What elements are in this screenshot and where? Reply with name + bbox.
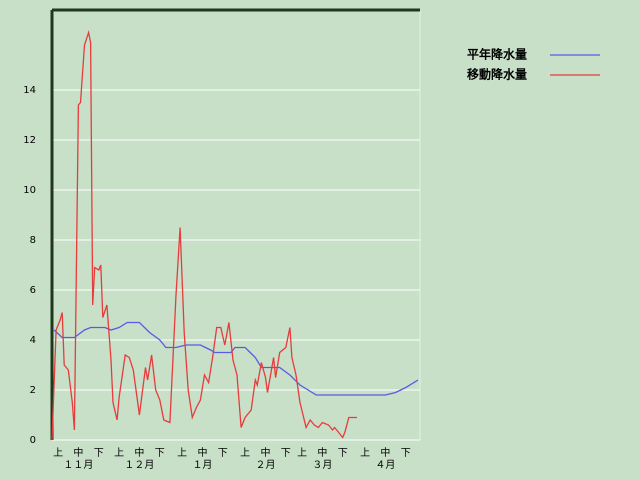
y-tick-label: 6 <box>30 285 36 296</box>
month-label: ４月 <box>375 459 395 471</box>
x-tick-label: 上 <box>53 447 63 459</box>
x-tick-label: 中 <box>197 446 207 459</box>
x-tick-label: 下 <box>281 448 291 459</box>
x-tick-label: 中 <box>317 446 327 459</box>
x-tick-label: 上 <box>360 447 370 459</box>
x-tick-label: 上 <box>177 447 187 459</box>
y-tick-label: 2 <box>30 385 36 396</box>
month-label: １２月 <box>124 459 154 471</box>
series-line <box>53 321 419 396</box>
y-tick-label: 8 <box>30 235 36 246</box>
x-tick-label: 下 <box>401 448 411 459</box>
y-tick-label: 10 <box>23 185 36 196</box>
month-label: １月 <box>192 459 212 471</box>
x-tick-label: 上 <box>240 447 250 459</box>
x-tick-label: 中 <box>260 446 270 459</box>
x-tick-label: 下 <box>155 448 165 459</box>
x-tick-label: 下 <box>94 448 104 459</box>
x-tick-label: 中 <box>380 446 390 459</box>
legend-label: 平年降水量 <box>467 47 527 62</box>
x-tick-label: 下 <box>218 448 228 459</box>
month-label: ３月 <box>312 459 332 471</box>
x-tick-label: 下 <box>338 448 348 459</box>
x-tick-label: 中 <box>134 446 144 459</box>
x-tick-label: 上 <box>114 447 124 459</box>
y-tick-label: 14 <box>23 85 36 96</box>
month-label: ２月 <box>255 459 275 471</box>
x-tick-label: 上 <box>297 447 307 459</box>
y-tick-label: 12 <box>23 135 36 146</box>
legend-label: 移動降水量 <box>467 67 527 82</box>
x-tick-label: 中 <box>73 446 83 459</box>
month-label: １１月 <box>63 459 93 471</box>
series-line <box>51 29 357 441</box>
y-tick-label: 0 <box>30 435 36 446</box>
y-tick-label: 4 <box>30 335 36 346</box>
